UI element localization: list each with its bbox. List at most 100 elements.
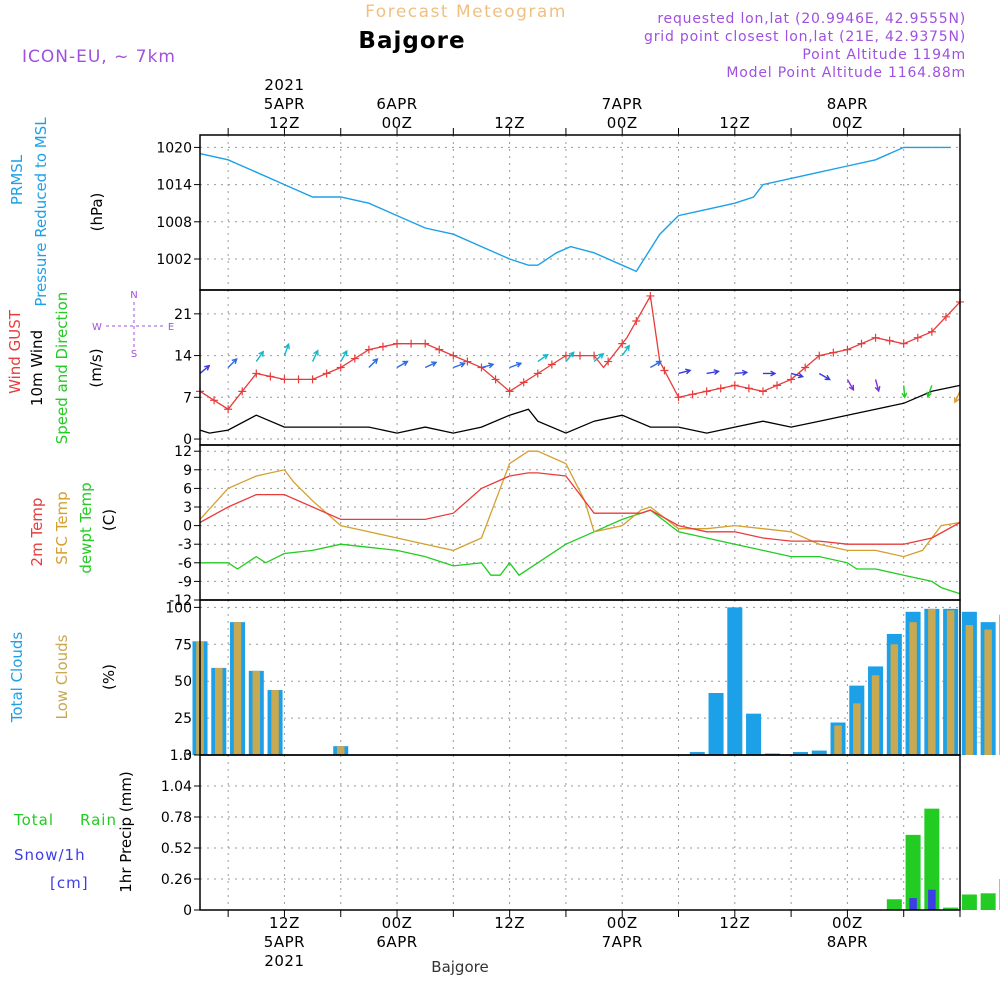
gust-marker xyxy=(322,369,331,378)
gust-marker xyxy=(519,378,528,387)
y-tick-label: 12 xyxy=(174,444,192,460)
gust-marker xyxy=(913,333,922,342)
gust-marker xyxy=(210,396,219,405)
y-axis-label: Speed and Direction xyxy=(53,292,71,445)
wind-arrow-head xyxy=(655,360,663,367)
total-precip-bar xyxy=(943,907,959,910)
pressure-line xyxy=(199,146,951,273)
wind-arrow xyxy=(368,358,378,368)
low-cloud-bar xyxy=(336,746,345,755)
y-tick-label: 3 xyxy=(183,500,192,516)
y-axis-label: SFC Temp xyxy=(53,491,71,564)
wind-arrow-head xyxy=(797,372,805,379)
gust-marker xyxy=(393,339,402,348)
y-axis-label: Low Clouds xyxy=(53,634,71,719)
gust-marker xyxy=(744,384,753,393)
gust-marker xyxy=(604,357,613,366)
compass-w: W xyxy=(92,322,102,333)
y-tick-label: 1014 xyxy=(156,178,192,194)
gust-marker xyxy=(378,342,387,351)
wind-arrow-head xyxy=(284,342,290,350)
gust-marker xyxy=(618,339,627,348)
low-cloud-bar xyxy=(871,675,880,755)
y-tick-label: 9 xyxy=(183,463,192,479)
panels: 1002100810141020071421-12-9-6-3036912025… xyxy=(156,128,1000,919)
gust-marker xyxy=(252,369,261,378)
panel-frame xyxy=(199,599,961,756)
snow-bar xyxy=(909,898,917,910)
y-tick-label: -9 xyxy=(178,574,192,590)
gust-marker xyxy=(829,348,838,357)
gust-marker xyxy=(505,387,514,396)
panel-frame xyxy=(199,444,961,601)
wind-arrow-head xyxy=(459,361,466,368)
low-cloud-bar xyxy=(271,690,279,755)
compass-n: N xyxy=(130,290,137,301)
model-label: ICON-EU, ~ 7km xyxy=(22,47,176,67)
gust-marker xyxy=(632,317,641,325)
total-cloud-bar xyxy=(708,693,724,755)
gust-marker xyxy=(815,351,824,360)
wind-arrow xyxy=(650,360,662,369)
panel-labels: PRMSL Pressure Reduced to MSL (hPa) Wind GU… xyxy=(6,117,174,893)
top-tick-label: 00Z xyxy=(607,114,638,132)
y-axis-label: 10m Wind xyxy=(28,330,46,406)
y-tick-label: 1.04 xyxy=(161,779,192,795)
gust-marker xyxy=(238,387,247,396)
wind-arrow xyxy=(311,350,319,362)
wind-arrow-head xyxy=(848,384,855,392)
total-precip-bar xyxy=(905,834,921,910)
wind-arrow xyxy=(903,385,906,398)
wind-arrow-head xyxy=(770,370,777,377)
y-tick-label: 25 xyxy=(174,711,192,727)
low-cloud-bar xyxy=(928,608,936,755)
gust-marker xyxy=(463,357,472,366)
wind-arrow-head xyxy=(204,364,211,371)
bottom-tick-label: 00Z xyxy=(382,914,413,932)
y-tick-label: 1002 xyxy=(156,252,192,268)
bottom-tick-label: 8APR xyxy=(827,933,868,951)
gust-marker xyxy=(491,375,500,384)
top-tick-label: 00Z xyxy=(832,114,863,132)
gust-marker xyxy=(421,339,430,348)
bottom-tick-label: 00Z xyxy=(832,914,863,932)
y-axis-label: PRMSL xyxy=(8,154,26,205)
gust-marker xyxy=(773,381,782,390)
wind-arrow-head xyxy=(402,360,409,367)
y-tick-label: 0 xyxy=(183,432,192,448)
wind-arrow-head xyxy=(824,374,831,381)
y-axis-label: (C) xyxy=(100,509,118,531)
wind-arrow-head xyxy=(372,357,379,365)
wind-arrow xyxy=(255,351,264,362)
wind-arrow xyxy=(927,385,933,397)
wind-speed-line xyxy=(199,384,961,434)
gust-marker xyxy=(702,387,711,396)
wind-arrow-head xyxy=(231,357,238,365)
gust-marker xyxy=(674,393,683,402)
gust-marker xyxy=(561,351,570,360)
wind-arrow xyxy=(954,391,961,403)
gust-marker xyxy=(280,375,289,384)
wind-arrow xyxy=(734,371,747,375)
y-tick-label: -3 xyxy=(178,537,192,553)
bottom-tick-label: 7APR xyxy=(602,933,643,951)
low-cloud-bar xyxy=(946,610,955,755)
low-cloud-bar xyxy=(834,725,842,755)
wind-arrow xyxy=(790,372,803,378)
y-tick-label: 0 xyxy=(183,519,192,535)
gust-marker xyxy=(336,363,345,372)
y-tick-label: 1020 xyxy=(156,140,192,156)
top-tick-label: 12Z xyxy=(269,114,300,132)
compass-e: E xyxy=(168,322,174,333)
gust-marker xyxy=(758,387,767,396)
total-cloud-bar xyxy=(811,750,827,755)
gust-marker xyxy=(294,375,303,384)
gust-marker xyxy=(308,375,317,384)
top-tick-label: 12Z xyxy=(719,114,750,132)
wind-arrow xyxy=(453,362,465,369)
bottom-tick-label: 12Z xyxy=(494,914,525,932)
wind-arrow-head xyxy=(431,361,438,367)
total-cloud-bar xyxy=(689,752,705,755)
total-precip-bar xyxy=(924,808,940,910)
